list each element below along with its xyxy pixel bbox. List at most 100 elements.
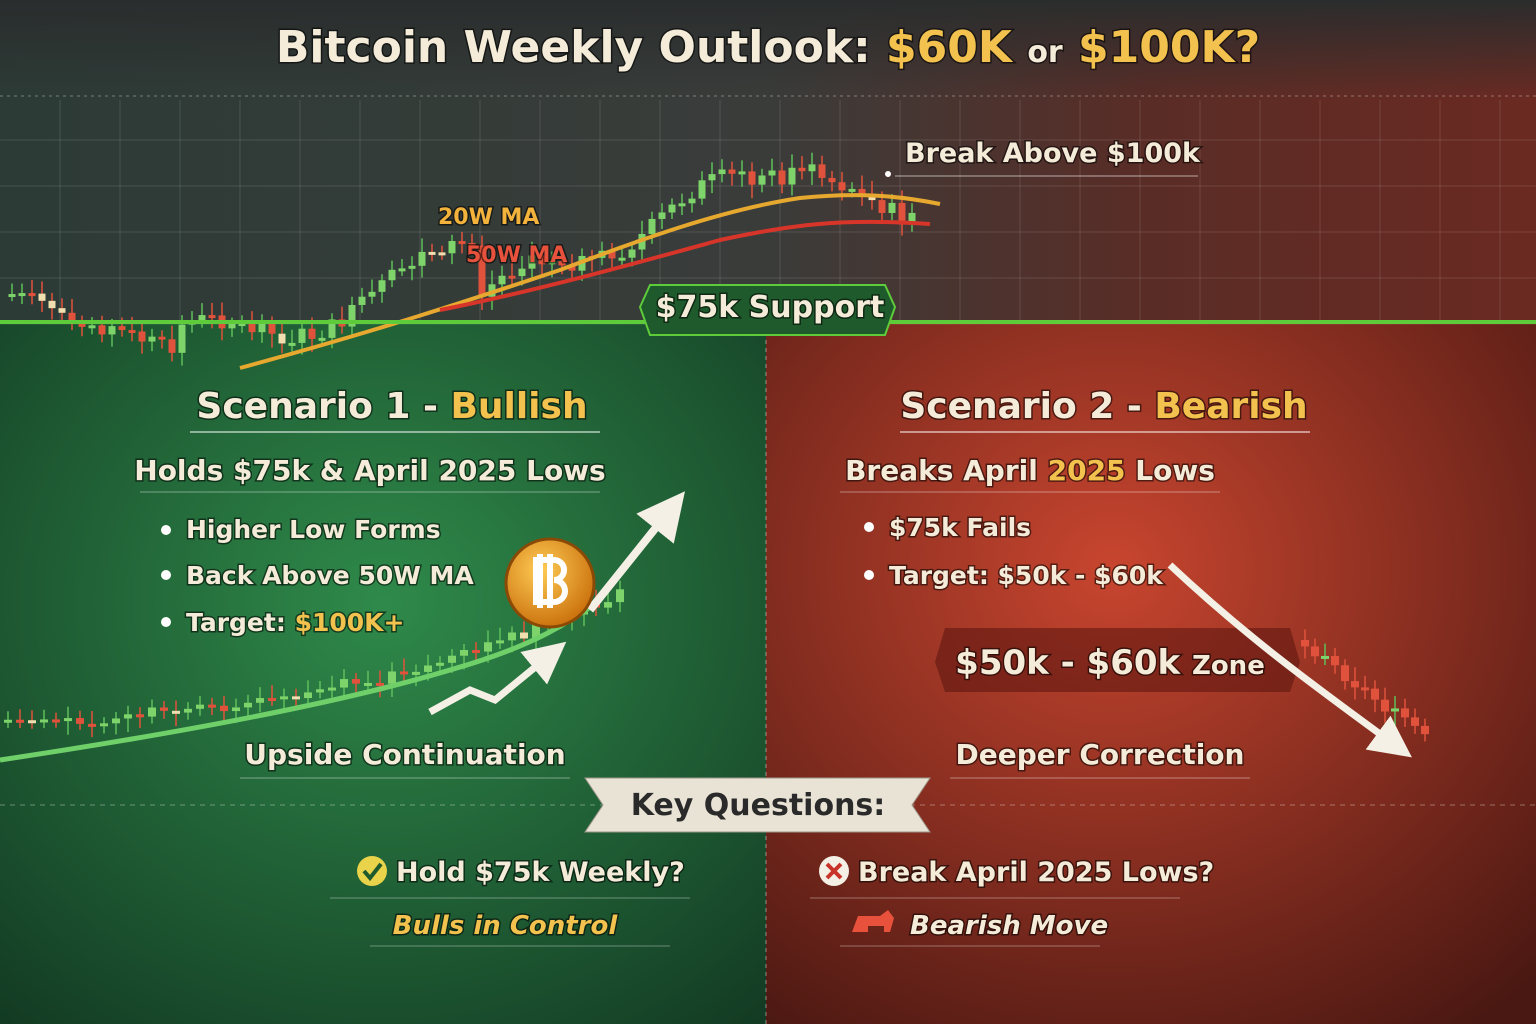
candle [280,696,288,700]
candle [1411,717,1419,726]
candle [304,692,312,699]
candle [64,718,72,722]
candle [616,589,624,603]
candle [118,326,126,331]
scenario1-tag: Bullish [450,386,587,427]
ma-slow-label: 50W MA [466,243,567,268]
candle [364,682,372,686]
scenario1-title-text: Scenario 1 - [196,386,438,427]
candle [458,241,466,245]
candle [88,325,96,329]
candle [388,671,396,684]
candle [38,293,46,301]
key-title: Key Questions: [631,788,886,823]
target-label: Target: [186,608,286,637]
candle [648,218,656,234]
candle [472,650,480,654]
zone-label: $50k - $60k Zone [955,643,1265,683]
candle [292,696,300,700]
candle [268,698,276,702]
candle [328,319,336,338]
scenario1-headline: Holds $75k & April 2025 Lows [134,454,605,487]
candle [1401,708,1409,718]
candle [1341,665,1349,682]
candle [518,268,526,277]
candle [352,679,360,684]
scenario1-caption: Upside Continuation [244,738,565,771]
zone-range: $50k - $60k [955,643,1181,683]
candle [298,328,306,343]
candle [8,294,16,298]
candle [278,333,286,344]
candle [244,702,252,708]
candle [888,202,896,213]
candle [858,188,866,194]
candle [100,723,108,727]
bear-arrow [1167,562,1412,758]
candle [258,323,266,333]
candle [798,167,806,172]
candle [678,203,686,207]
candle [608,250,616,259]
candle [198,315,206,321]
candle [28,293,36,297]
support-badge [638,284,897,336]
candle [158,336,166,340]
candle [400,671,408,675]
candle [108,326,116,335]
candle [408,265,416,269]
candle [1381,699,1389,712]
candle [52,719,60,723]
candle [528,255,536,269]
bear-question: Break April 2025 Lows? [858,857,1214,888]
page-title: Bitcoin Weekly Outlook: $60K or $100K? [276,22,1260,73]
zone-badge [935,628,1300,692]
ma-50w [439,219,931,312]
candle [268,323,276,334]
bullet [864,570,874,580]
candle [436,662,444,666]
bull-arrow [428,641,567,716]
candle [138,331,146,342]
candle [478,245,486,297]
candle [628,249,636,258]
candle [112,718,120,724]
headline-tail: Lows [1135,454,1215,487]
breakout-label: Break Above $100k [905,138,1201,169]
candle [758,175,766,185]
candle [538,255,546,265]
candle [124,714,132,719]
candle [148,336,156,342]
ma-20w [239,193,941,370]
candle [348,304,356,327]
candle [160,707,168,711]
candle [878,200,886,213]
candle [1421,725,1429,735]
candle [568,265,576,271]
candle [308,328,316,339]
candle [668,204,676,213]
candle [548,261,556,265]
candle [688,198,696,204]
candle [558,261,566,266]
candle [818,164,826,178]
scenario2-title-text: Scenario 2 - [900,386,1142,427]
candle [412,671,420,675]
candle [328,687,336,691]
candle [98,325,106,335]
candle [136,714,144,718]
candle [68,312,76,324]
candle [288,342,296,346]
candle [728,169,736,174]
candle [1351,681,1359,688]
cross-mark [825,862,843,880]
candle [768,170,776,176]
candle [908,212,916,225]
candle [424,665,432,672]
scenario2-bullet: Target: $50k - $60k [889,561,1164,590]
candle [178,324,186,353]
candle [28,720,36,724]
candle [1331,655,1339,666]
bear-answer: Bearish Move [910,911,1108,941]
